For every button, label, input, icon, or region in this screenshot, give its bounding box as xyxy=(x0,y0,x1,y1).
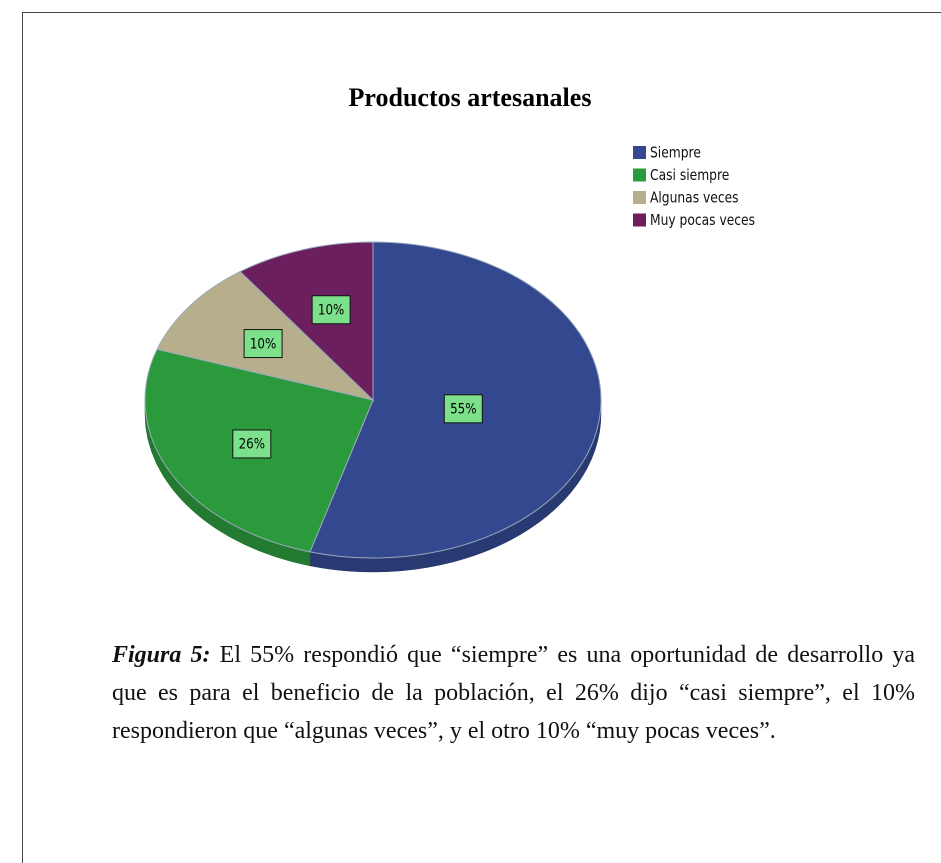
pie-slice xyxy=(239,241,374,402)
legend-label: Casi siempre xyxy=(650,167,729,184)
legend-swatch xyxy=(633,213,646,227)
label-box xyxy=(243,329,283,359)
legend-label: Siempre xyxy=(650,144,701,161)
data-label: 10% xyxy=(250,336,276,352)
page-frame xyxy=(22,12,941,863)
legend-swatch xyxy=(633,191,646,204)
data-label: 26% xyxy=(239,437,265,453)
legend-swatch xyxy=(633,146,646,159)
label-box xyxy=(232,429,272,459)
legend-label: Algunas veces xyxy=(650,189,739,206)
data-label: 55% xyxy=(450,402,476,418)
data-label: 10% xyxy=(318,303,344,319)
caption: Figura 5: El 55% respondió que “siempre”… xyxy=(112,636,915,750)
label-box xyxy=(443,394,483,424)
chart: Productos artesanales 55% 26% 10% 10% Siempr… xyxy=(144,83,755,573)
label-box xyxy=(311,295,351,325)
legend-label: Muy pocas veces xyxy=(650,212,755,229)
caption-text: El 55% respondió que “siempre” es una op… xyxy=(112,642,916,744)
legend-swatch xyxy=(633,168,646,182)
chart-title: Productos artesanales xyxy=(349,83,592,112)
caption-label: Figura 5: xyxy=(112,642,211,668)
